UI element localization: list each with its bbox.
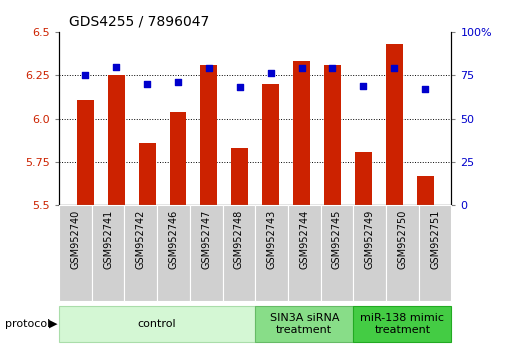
Point <box>235 85 244 90</box>
Bar <box>124 205 157 301</box>
Bar <box>324 65 341 205</box>
Bar <box>419 205 451 301</box>
Bar <box>262 84 279 205</box>
Point <box>81 73 89 78</box>
Text: GSM952741: GSM952741 <box>103 210 113 269</box>
Point <box>174 79 182 85</box>
Bar <box>255 205 288 301</box>
Bar <box>92 205 125 301</box>
Bar <box>293 61 310 205</box>
Point <box>359 83 367 88</box>
Text: GSM952745: GSM952745 <box>332 210 342 269</box>
Point <box>390 65 398 71</box>
Bar <box>77 99 94 205</box>
Text: GSM952748: GSM952748 <box>234 210 244 269</box>
Bar <box>386 205 419 301</box>
Point <box>143 81 151 87</box>
Text: GSM952743: GSM952743 <box>267 210 277 269</box>
Text: GSM952744: GSM952744 <box>299 210 309 269</box>
Text: GSM952746: GSM952746 <box>168 210 179 269</box>
Text: GDS4255 / 7896047: GDS4255 / 7896047 <box>69 14 209 28</box>
Point <box>328 65 337 71</box>
Bar <box>321 205 353 301</box>
Text: GSM952750: GSM952750 <box>398 210 407 269</box>
Text: GSM952747: GSM952747 <box>201 210 211 269</box>
Point <box>267 71 275 76</box>
Text: GSM952742: GSM952742 <box>136 210 146 269</box>
Point <box>112 64 121 69</box>
Text: protocol: protocol <box>5 319 50 329</box>
Bar <box>386 44 403 205</box>
Bar <box>223 205 255 301</box>
Bar <box>255 306 353 342</box>
Bar <box>139 143 155 205</box>
Bar <box>288 205 321 301</box>
Bar <box>59 205 92 301</box>
Point <box>421 86 429 92</box>
Bar <box>169 112 187 205</box>
Bar <box>59 306 255 342</box>
Point <box>298 65 306 71</box>
Text: control: control <box>138 319 176 329</box>
Bar <box>353 205 386 301</box>
Bar <box>353 306 451 342</box>
Text: GSM952751: GSM952751 <box>430 210 440 269</box>
Text: miR-138 mimic
treatment: miR-138 mimic treatment <box>361 313 444 335</box>
Point <box>205 65 213 71</box>
Bar <box>157 205 190 301</box>
Text: GSM952749: GSM952749 <box>365 210 374 269</box>
Bar <box>231 148 248 205</box>
Bar <box>190 205 223 301</box>
Bar <box>355 152 372 205</box>
Text: SIN3A siRNA
treatment: SIN3A siRNA treatment <box>269 313 339 335</box>
Text: ▶: ▶ <box>49 319 57 329</box>
Bar <box>417 176 433 205</box>
Bar <box>108 75 125 205</box>
Text: GSM952740: GSM952740 <box>70 210 81 269</box>
Bar <box>201 65 218 205</box>
